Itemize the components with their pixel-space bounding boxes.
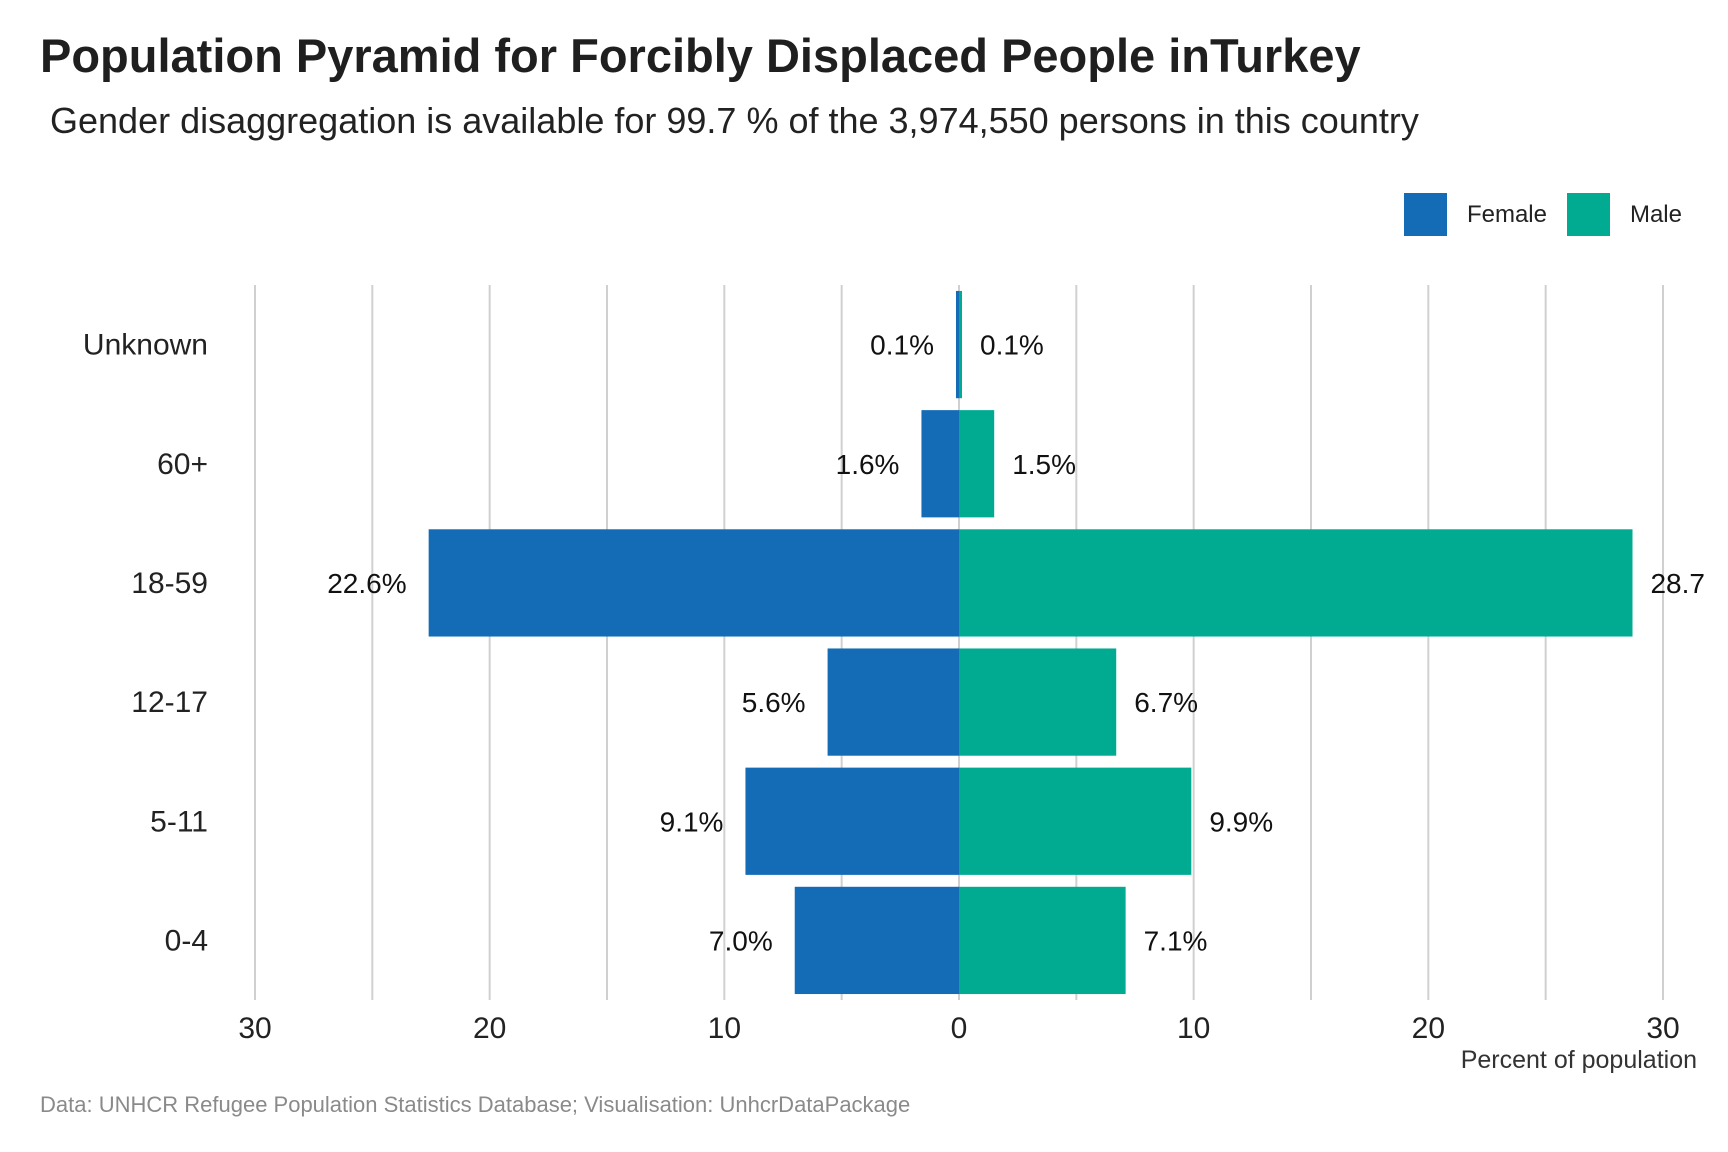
legend-label-male: Male	[1629, 200, 1682, 228]
bar-female	[921, 410, 959, 518]
x-tick-label: 30	[238, 1012, 271, 1045]
x-tick-label: 10	[1177, 1012, 1210, 1045]
x-tick-labels: 30 20 10 0 10 20 30	[238, 1012, 1679, 1045]
bar-female	[827, 648, 959, 756]
bar-male	[959, 648, 1117, 756]
bar-male	[959, 410, 995, 518]
value-labels: 0.1% 0.1% 1.6% 1.5% 22.6% 28.7 5.6% 6.7% 9.1% 9.9…	[327, 330, 1705, 957]
legend-swatch-male	[1566, 193, 1610, 236]
bar-female	[956, 290, 959, 399]
category-label: Unknown	[83, 329, 208, 362]
bar-male	[959, 767, 1192, 875]
category-label: 60+	[157, 448, 208, 481]
chart-caption: Data: UNHCR Refugee Population Statistic…	[40, 1092, 911, 1117]
bars	[428, 290, 1633, 995]
bar-male	[959, 886, 1126, 995]
x-tick-label: 0	[951, 1012, 968, 1045]
legend-item-female: Female	[1403, 193, 1547, 236]
value-label-female: 0.1%	[870, 330, 934, 361]
legend-swatch-female	[1403, 193, 1447, 236]
value-label-male: 7.1%	[1144, 925, 1208, 956]
legend-label-female: Female	[1466, 200, 1547, 228]
bar-female	[428, 529, 959, 637]
bar-male	[959, 290, 962, 399]
legend-item-male: Male	[1566, 193, 1682, 236]
value-label-male: 0.1%	[980, 330, 1044, 361]
value-label-male: 9.9%	[1209, 806, 1273, 837]
chart-title: Population Pyramid for Forcibly Displace…	[40, 29, 1361, 82]
x-tick-label: 20	[473, 1012, 506, 1045]
category-label: 0-4	[165, 924, 208, 957]
category-label: 5-11	[150, 805, 208, 838]
value-label-male: 28.7	[1650, 568, 1705, 599]
x-tick-label: 10	[708, 1012, 741, 1045]
category-label: 12-17	[131, 686, 208, 719]
bar-female	[745, 767, 959, 875]
x-axis-title: Percent of population	[1461, 1046, 1697, 1074]
value-label-male: 6.7%	[1134, 687, 1198, 718]
x-tick-label: 30	[1646, 1012, 1679, 1045]
grid-lines	[254, 285, 1664, 1000]
bar-male	[959, 529, 1633, 637]
category-label: 18-59	[131, 567, 208, 600]
bar-female	[794, 886, 959, 995]
value-label-female: 22.6%	[327, 568, 406, 599]
chart-subtitle: Gender disaggregation is available for 9…	[50, 100, 1419, 141]
legend: Female Male	[1384, 193, 1682, 236]
value-label-male: 1.5%	[1012, 449, 1076, 480]
value-label-female: 5.6%	[742, 687, 806, 718]
value-label-female: 9.1%	[660, 806, 724, 837]
value-label-female: 7.0%	[709, 925, 773, 956]
x-tick-label: 20	[1412, 1012, 1445, 1045]
category-labels: Unknown 60+ 18-59 12-17 5-11 0-4	[83, 329, 208, 958]
value-label-female: 1.6%	[836, 449, 900, 480]
